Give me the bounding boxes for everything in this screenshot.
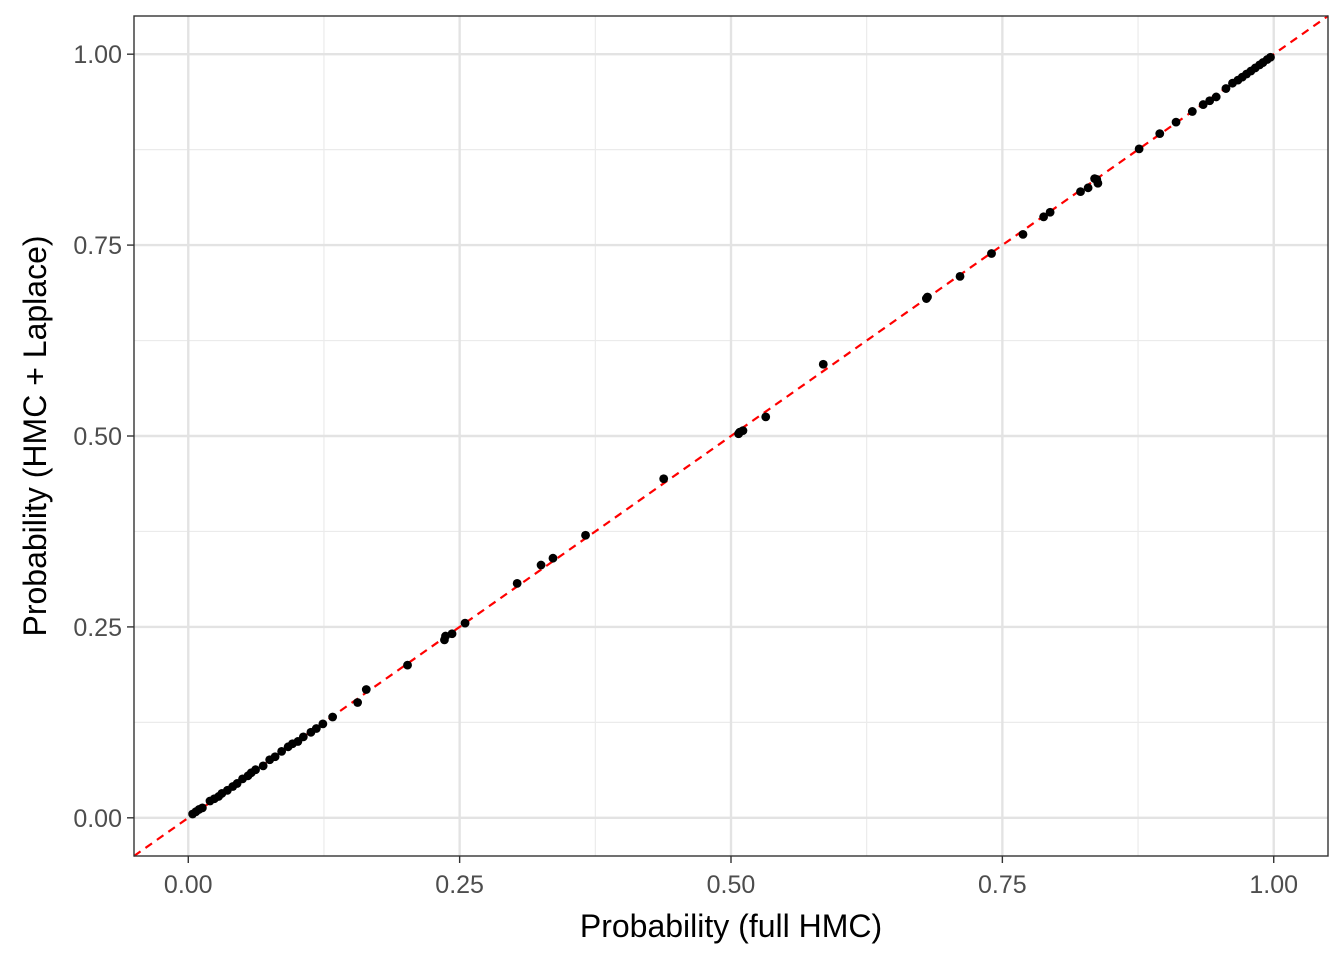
x-axis-ticks: 0.00 0.25 0.50 0.75 1.00	[164, 856, 1298, 899]
x-tick-label: 0.75	[978, 871, 1027, 899]
data-point	[1205, 96, 1215, 106]
data-point	[447, 629, 457, 639]
y-tick-label: 0.25	[73, 614, 122, 642]
y-tick-label: 0.50	[73, 423, 122, 451]
data-point	[361, 685, 371, 694]
data-point	[1083, 183, 1093, 193]
x-tick-label: 1.00	[1249, 871, 1298, 899]
data-point	[738, 426, 748, 436]
y-tick-label: 0.75	[73, 232, 122, 260]
data-point	[923, 292, 932, 302]
data-point	[1039, 212, 1049, 222]
data-point	[298, 732, 308, 742]
data-point	[659, 474, 669, 484]
y-axis-ticks: 0.00 0.25 0.50 0.75 1.00	[73, 41, 134, 833]
data-point	[311, 724, 321, 733]
data-points	[188, 52, 1275, 819]
data-point	[1211, 92, 1221, 102]
data-point	[1198, 100, 1208, 109]
data-point	[353, 698, 363, 707]
data-point	[581, 530, 590, 540]
x-tick-label: 0.25	[435, 871, 484, 899]
data-point	[277, 746, 287, 756]
data-point	[1171, 117, 1181, 127]
x-tick-label: 0.50	[707, 871, 756, 899]
data-point	[328, 712, 338, 722]
data-point	[1266, 52, 1275, 62]
data-point	[1155, 129, 1165, 139]
x-tick-label: 0.00	[164, 871, 213, 899]
data-point	[512, 578, 522, 588]
data-point	[258, 761, 268, 771]
data-point	[1045, 207, 1055, 217]
data-point	[1018, 230, 1028, 239]
data-point	[460, 618, 470, 628]
data-point	[251, 765, 260, 775]
y-tick-label: 1.00	[73, 41, 122, 69]
x-axis-title: Probability (full HMC)	[580, 908, 882, 944]
data-point	[1076, 187, 1085, 197]
data-point	[1093, 178, 1103, 188]
data-point	[1187, 107, 1197, 116]
data-point	[1134, 144, 1144, 154]
data-point	[548, 553, 558, 563]
data-point	[536, 560, 546, 570]
data-point	[318, 719, 328, 729]
data-point	[1221, 84, 1231, 93]
y-axis-title: Probability (HMC + Laplace)	[17, 235, 53, 636]
data-point	[987, 249, 996, 258]
data-point	[955, 272, 965, 281]
data-point	[270, 752, 280, 762]
data-point	[818, 359, 828, 369]
data-point	[403, 660, 412, 670]
data-point	[761, 412, 771, 422]
y-tick-label: 0.00	[73, 805, 122, 833]
data-point	[197, 803, 207, 813]
